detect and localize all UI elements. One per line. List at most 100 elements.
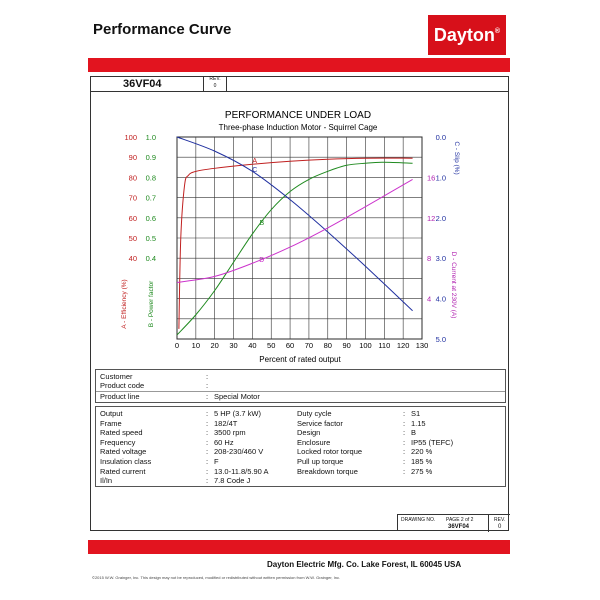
- product-code-label: Product code: [100, 381, 145, 390]
- power-factor-tick-label: 0.7: [146, 194, 156, 203]
- power-factor-tick-label: 0.5: [146, 234, 156, 243]
- copyright: ©2015 W.W. Grainger, Inc. This design ma…: [92, 575, 341, 580]
- efficiency-tick-label: 90: [129, 153, 137, 162]
- x-axis-label: Percent of rated output: [259, 355, 341, 364]
- current-tick-label: 16: [427, 173, 435, 182]
- current-tick-label: 4: [427, 295, 431, 304]
- colon: :: [403, 409, 406, 418]
- colon: :: [403, 466, 406, 476]
- efficiency-tick-label: 40: [129, 254, 137, 263]
- efficiency-tick-label: 60: [129, 214, 137, 223]
- spec-value: F: [214, 457, 219, 466]
- colon: :: [403, 437, 406, 447]
- current-tick-label: 8: [427, 254, 431, 263]
- x-tick-label: 100: [359, 341, 372, 350]
- spec-value: B: [411, 428, 417, 438]
- efficiency-tick-label: 80: [129, 173, 137, 182]
- power-factor-tick-label: 0.4: [146, 254, 156, 263]
- current-axis-label: D - Current at 230V (A): [450, 252, 457, 319]
- efficiency-tick-label: 70: [129, 194, 137, 203]
- colon: :: [206, 447, 209, 457]
- chart-title: PERFORMANCE UNDER LOAD: [225, 110, 371, 121]
- colon: :: [206, 457, 209, 466]
- top-red-bar: [88, 58, 510, 72]
- slip-tick-label: 4.0: [436, 295, 446, 304]
- spec-value: S1: [411, 409, 421, 418]
- series-label-d: D: [259, 257, 264, 264]
- footer-company: Dayton Electric Mfg. Co. Lake Forest, IL…: [267, 560, 462, 569]
- spec-label: Enclosure: [297, 437, 331, 447]
- colon: :: [403, 447, 406, 457]
- efficiency-tick-label: 100: [124, 133, 137, 142]
- efficiency-tick-label: 50: [129, 234, 137, 243]
- series-line-c: [176, 136, 413, 312]
- x-tick-label: 20: [211, 341, 219, 350]
- slip-tick-label: 2.0: [436, 214, 446, 223]
- chart-series: A B C D: [176, 136, 413, 336]
- x-tick-label: 10: [192, 341, 200, 350]
- datasheet-frame: [90, 76, 509, 531]
- spec-value: 13.0-11.8/5.90 A: [214, 466, 269, 476]
- colon: :: [206, 428, 209, 438]
- spec-label: Pull up torque: [297, 457, 344, 466]
- spec-label: Breakdown torque: [297, 466, 358, 476]
- divider: [488, 515, 489, 532]
- power-factor-axis-label: B - Power factor: [148, 280, 155, 327]
- x-tick-label: 90: [342, 341, 350, 350]
- series-label-c: C: [252, 167, 257, 174]
- colon: :: [206, 466, 209, 476]
- colon: :: [206, 381, 209, 390]
- x-tick-label: 80: [324, 341, 332, 350]
- series-line-b: [176, 161, 413, 336]
- spec-label: Locked rotor torque: [297, 447, 363, 457]
- power-factor-tick-label: 1.0: [146, 133, 156, 142]
- spec-label: Output: [100, 409, 123, 418]
- series-label-a: A: [252, 158, 257, 165]
- drawing-label: DRAWING NO.: [401, 517, 436, 523]
- drawing-rev-label: REV.: [494, 517, 506, 523]
- x-tick-label: 0: [175, 341, 179, 350]
- slip-tick-label: 5.0: [436, 335, 446, 344]
- model-row: [90, 76, 509, 92]
- drawing-number: 36VF04: [448, 524, 470, 530]
- slip-tick-label: 1.0: [436, 173, 446, 182]
- chart-subtitle: Three-phase Induction Motor - Squirrel C…: [219, 123, 378, 132]
- current-tick-label: 12: [427, 214, 435, 223]
- customer-label: Customer: [100, 372, 133, 381]
- spec-value: 1.15: [411, 418, 426, 428]
- x-tick-label: 30: [229, 341, 237, 350]
- page-label: PAGE 2 of 2: [446, 517, 474, 523]
- spec-value: 3500 rpm: [214, 428, 246, 438]
- spec-value: 60 Hz: [214, 437, 234, 447]
- spec-label: Insulation class: [100, 457, 152, 466]
- colon: :: [403, 418, 406, 428]
- spec-label: Design: [297, 428, 321, 438]
- series-label-b: B: [259, 220, 264, 227]
- spec-value: 185 %: [411, 457, 433, 466]
- colon: :: [206, 476, 209, 486]
- x-tick-label: 40: [248, 341, 256, 350]
- x-tick-label: 110: [378, 341, 390, 350]
- x-tick-label: 50: [267, 341, 275, 350]
- customer-table: Customer : Product code : Product line :…: [95, 369, 506, 403]
- colon: :: [206, 409, 209, 418]
- performance-chart: PERFORMANCE UNDER LOAD Three-phase Induc…: [121, 110, 460, 364]
- spec-label: Frame: [100, 418, 122, 428]
- efficiency-axis-label: A - Efficiency (%): [121, 279, 128, 328]
- colon: :: [206, 418, 209, 428]
- series-line-a: [178, 157, 413, 329]
- power-factor-tick-label: 0.8: [146, 173, 156, 182]
- colon: :: [403, 428, 406, 438]
- spec-value: 208-230/460 V: [214, 447, 264, 457]
- spec-table: Output:5 HP (3.7 kW) Frame:182/4T Rated sp…: [95, 406, 506, 487]
- power-factor-tick-label: 0.6: [146, 214, 156, 223]
- spec-label: Rated speed: [100, 428, 143, 438]
- spec-label: Service factor: [297, 418, 343, 428]
- x-tick-label: 130: [416, 341, 429, 350]
- spec-label: Rated voltage: [100, 447, 147, 457]
- model-number: 36VF04: [123, 78, 162, 90]
- slip-tick-label: 0.0: [436, 133, 446, 142]
- drawing-rev-value: 0: [498, 524, 502, 530]
- x-tick-label: 120: [397, 341, 410, 350]
- spec-value: 275 %: [411, 466, 433, 476]
